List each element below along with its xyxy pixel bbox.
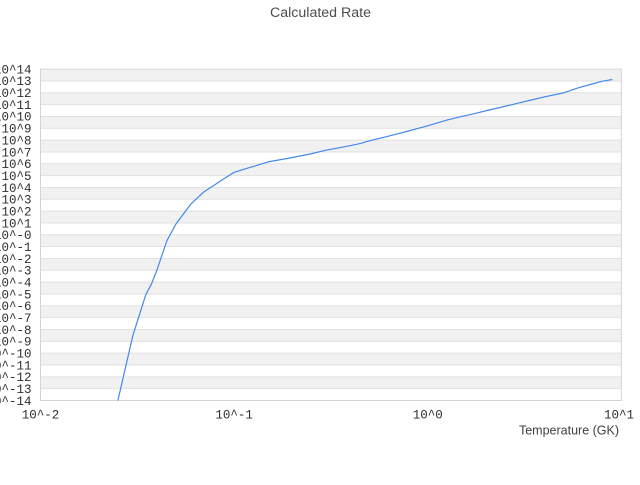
svg-text:10^-11: 10^-11 (0, 359, 32, 373)
svg-text:10^6: 10^6 (1, 158, 31, 172)
svg-text:10^-10: 10^-10 (0, 347, 32, 361)
svg-text:Temperature (GK): Temperature (GK) (519, 424, 619, 438)
svg-text:10^-8: 10^-8 (0, 324, 32, 338)
svg-text:10^5: 10^5 (1, 170, 31, 184)
svg-text:10^12: 10^12 (0, 87, 32, 101)
svg-text:10^-3: 10^-3 (0, 265, 32, 279)
svg-text:10^-12: 10^-12 (0, 371, 32, 385)
svg-text:10^11: 10^11 (0, 99, 32, 113)
svg-text:10^-4: 10^-4 (0, 276, 32, 290)
svg-text:10^-9: 10^-9 (0, 336, 32, 350)
svg-text:10^7: 10^7 (1, 146, 31, 160)
svg-text:10^-0: 10^-0 (0, 229, 32, 243)
svg-text:10^-6: 10^-6 (0, 300, 32, 314)
svg-text:Calculated Rate: Calculated Rate (270, 5, 371, 21)
svg-text:10^13: 10^13 (0, 75, 32, 89)
svg-text:10^-1: 10^-1 (215, 408, 253, 422)
svg-text:10^0: 10^0 (413, 408, 443, 422)
svg-text:10^4: 10^4 (1, 182, 31, 196)
svg-text:10^10: 10^10 (0, 111, 32, 125)
svg-text:10^1: 10^1 (604, 408, 634, 422)
svg-text:10^3: 10^3 (1, 194, 31, 208)
svg-text:10^-5: 10^-5 (0, 288, 32, 302)
svg-text:10^9: 10^9 (1, 123, 31, 137)
svg-text:10^2: 10^2 (1, 205, 31, 219)
svg-text:10^-7: 10^-7 (0, 312, 32, 326)
svg-text:10^8: 10^8 (1, 134, 31, 148)
svg-text:10^14: 10^14 (0, 63, 32, 77)
svg-text:10^-1: 10^-1 (0, 241, 32, 255)
svg-text:10^-2: 10^-2 (22, 408, 60, 422)
svg-text:10^-2: 10^-2 (0, 253, 32, 267)
svg-text:10^-13: 10^-13 (0, 383, 32, 397)
svg-text:10^1: 10^1 (1, 217, 31, 231)
svg-text:10^-14: 10^-14 (0, 395, 32, 409)
